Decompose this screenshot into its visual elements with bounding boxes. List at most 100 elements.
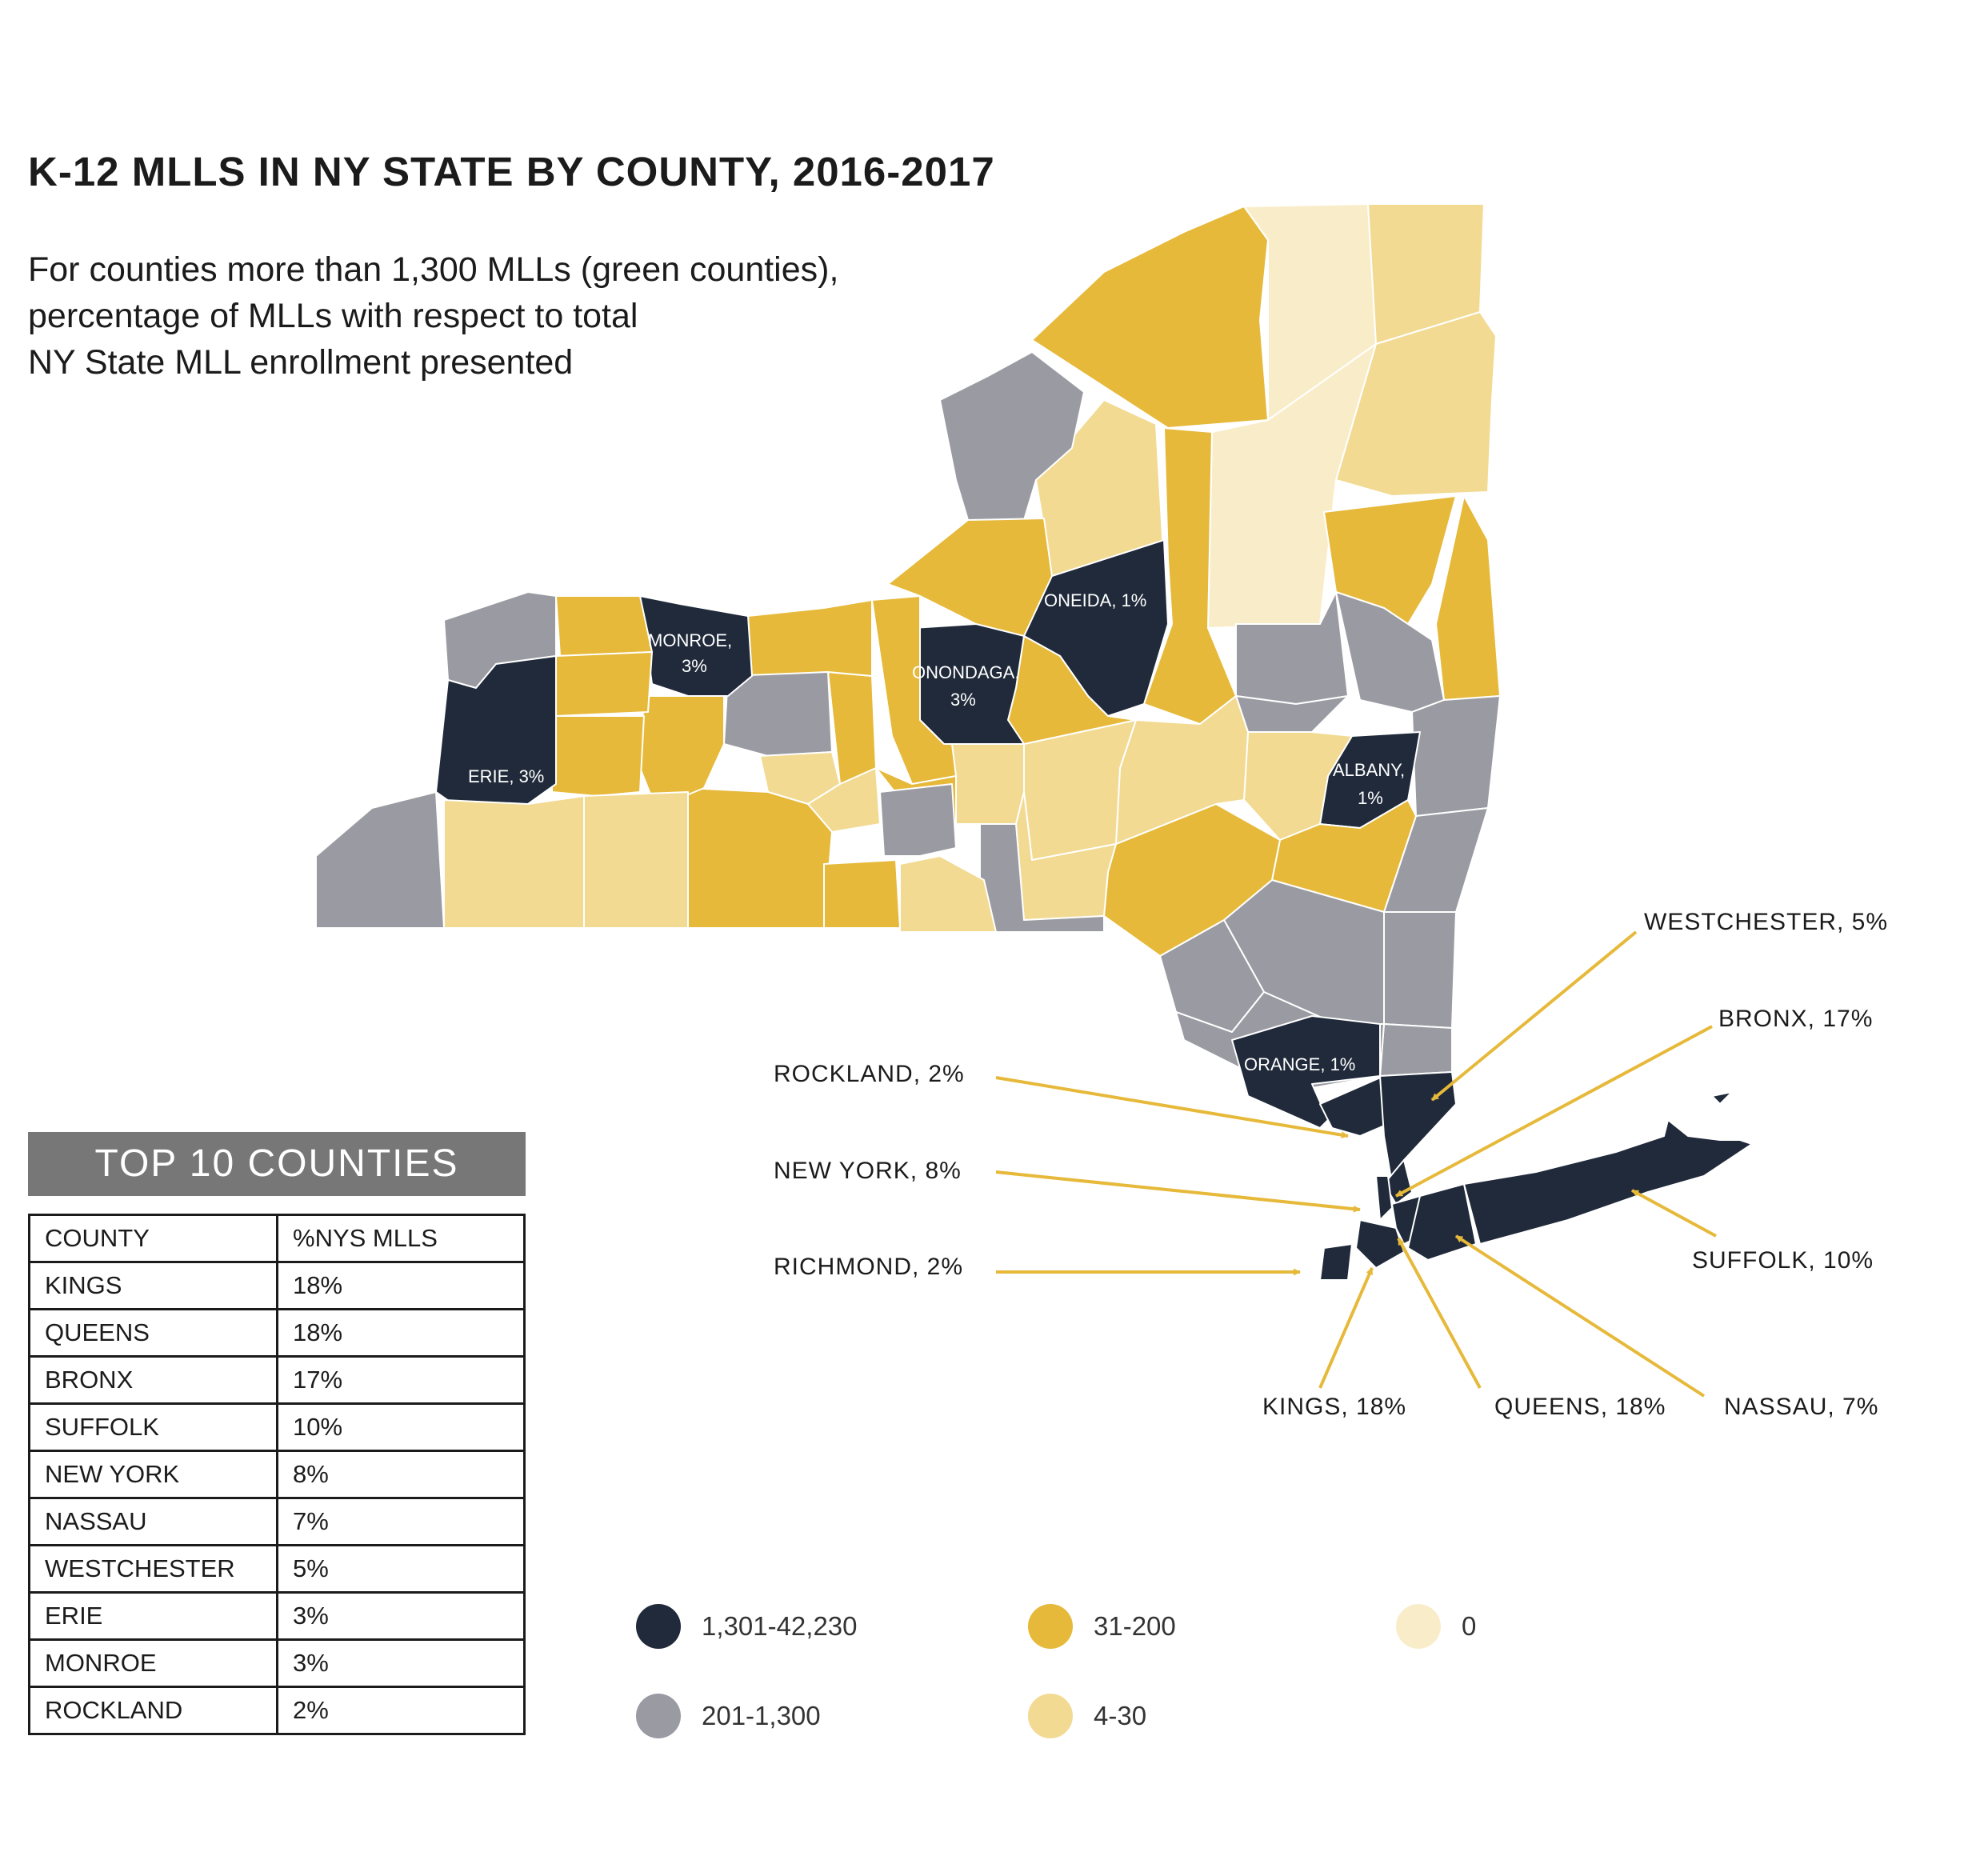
arrow-westchester bbox=[1430, 930, 1638, 1102]
callout-bronx: BRONX, 17% bbox=[1718, 1006, 1873, 1032]
county-saratoga bbox=[1335, 591, 1445, 713]
percent-cell: 3% bbox=[276, 1638, 526, 1688]
map-label-albany-line2: 1% bbox=[1358, 788, 1383, 808]
table-row: BRONX 17% bbox=[28, 1355, 526, 1405]
map-label-albany-line1: ALBANY, bbox=[1333, 760, 1405, 780]
legend-label: 1,301-42,230 bbox=[702, 1611, 858, 1641]
county-jefferson bbox=[939, 351, 1085, 521]
county-suffolk bbox=[1463, 1119, 1753, 1245]
table-row: MONROE 3% bbox=[28, 1638, 526, 1688]
county-cell: QUEENS bbox=[28, 1308, 278, 1358]
county-monroe bbox=[639, 595, 753, 697]
arrow-queens bbox=[1397, 1238, 1482, 1389]
percent-cell: 7% bbox=[276, 1497, 526, 1546]
arrow-rockland bbox=[995, 1076, 1349, 1139]
table-row: WESTCHESTER 5% bbox=[28, 1544, 526, 1594]
callout-queens: QUEENS, 18% bbox=[1494, 1394, 1666, 1420]
county-putnam bbox=[1379, 1023, 1453, 1077]
legend-label: 0 bbox=[1462, 1611, 1477, 1641]
county-cell: ERIE bbox=[28, 1591, 278, 1641]
county-suffolk-fork bbox=[1711, 1091, 1733, 1105]
county-wyoming bbox=[551, 715, 645, 797]
callout-kings: KINGS, 18% bbox=[1262, 1394, 1406, 1420]
county-rensselaer bbox=[1411, 695, 1501, 817]
arrow-suffolk bbox=[1631, 1189, 1717, 1238]
county-cell: ROCKLAND bbox=[28, 1686, 278, 1735]
table-row: ERIE 3% bbox=[28, 1591, 526, 1641]
county-cell: BRONX bbox=[28, 1355, 278, 1405]
callout-richmond: RICHMOND, 2% bbox=[774, 1254, 963, 1280]
legend-swatch-light-gold bbox=[1028, 1694, 1073, 1738]
percent-cell: 3% bbox=[276, 1591, 526, 1641]
county-dutchess bbox=[1383, 911, 1457, 1029]
legend-item-light-gold: 4-30 bbox=[1028, 1694, 1146, 1738]
map-label-oneida: ONEIDA, 1% bbox=[1044, 590, 1146, 610]
county-cell: MONROE bbox=[28, 1638, 278, 1688]
map-label-onondaga-line1: ONONDAGA, bbox=[912, 662, 1019, 682]
county-schoharie bbox=[1243, 731, 1353, 841]
top-counties-table: TOP 10 COUNTIES COUNTY %NYS MLLS KINGS 18… bbox=[28, 1132, 526, 1735]
county-tioga-south bbox=[899, 855, 997, 933]
percent-cell: 8% bbox=[276, 1450, 526, 1499]
table-row: KINGS 18% bbox=[28, 1261, 526, 1310]
table-row: ROCKLAND 2% bbox=[28, 1686, 526, 1735]
callout-westchester: WESTCHESTER, 5% bbox=[1644, 909, 1888, 935]
subtitle-line: percentage of MLLs with respect to total bbox=[28, 297, 638, 335]
top-counties-header: TOP 10 COUNTIES bbox=[28, 1132, 526, 1196]
county-new-york bbox=[1375, 1175, 1393, 1221]
map-label-monroe-line2: 3% bbox=[682, 656, 707, 676]
county-bronx bbox=[1383, 1159, 1413, 1205]
county-wayne bbox=[747, 599, 873, 677]
county-cattaraugus bbox=[443, 795, 585, 929]
callout-new-york: NEW YORK, 8% bbox=[774, 1158, 962, 1184]
arrow-nassau bbox=[1454, 1234, 1706, 1398]
map-label-erie: ERIE, 3% bbox=[468, 766, 544, 786]
legend-swatch-gold bbox=[1028, 1604, 1073, 1649]
percent-cell: 17% bbox=[276, 1355, 526, 1405]
county-cell: KINGS bbox=[28, 1261, 278, 1310]
legend-label: 4-30 bbox=[1094, 1701, 1147, 1730]
table-row: NASSAU 7% bbox=[28, 1497, 526, 1546]
legend-label: 201-1,300 bbox=[702, 1701, 821, 1730]
county-chautauqua bbox=[315, 791, 445, 929]
table-row: SUFFOLK 10% bbox=[28, 1402, 526, 1452]
legend-item-dark: 1,301-42,230 bbox=[636, 1604, 858, 1649]
subtitle-line: For counties more than 1,300 MLLs (green… bbox=[28, 250, 839, 289]
legend-swatch-cream bbox=[1396, 1604, 1441, 1649]
map-legend: 1,301-42,230 201-1,300 31-200 4-30 0 bbox=[636, 1604, 1556, 1764]
county-cell: SUFFOLK bbox=[28, 1402, 278, 1452]
county-rockland bbox=[1319, 1075, 1389, 1137]
legend-swatch-gray bbox=[636, 1694, 681, 1738]
county-cayuga bbox=[871, 595, 957, 785]
table-row: QUEENS 18% bbox=[28, 1308, 526, 1358]
map-label-orange: ORANGE, 1% bbox=[1244, 1054, 1355, 1074]
county-genesee bbox=[555, 651, 653, 717]
map-title: K-12 MLLS IN NY STATE BY COUNTY, 2016-20… bbox=[28, 149, 995, 194]
percent-cell: 18% bbox=[276, 1261, 526, 1310]
county-orange bbox=[1231, 1015, 1381, 1129]
map-label-onondaga-line2: 3% bbox=[950, 690, 976, 710]
arrow-bronx bbox=[1395, 1025, 1713, 1198]
subtitle-line: NY State MLL enrollment presented bbox=[28, 343, 574, 382]
county-allegany bbox=[583, 791, 689, 929]
arrow-new-york bbox=[995, 1170, 1361, 1213]
callout-rockland: ROCKLAND, 2% bbox=[774, 1061, 965, 1087]
map-subtitle: For counties more than 1,300 MLLs (green… bbox=[28, 246, 948, 386]
callout-suffolk: SUFFOLK, 10% bbox=[1692, 1247, 1874, 1274]
legend-item-cream: 0 bbox=[1396, 1604, 1476, 1649]
legend-swatch-dark bbox=[636, 1604, 681, 1649]
table-row: NEW YORK 8% bbox=[28, 1450, 526, 1499]
county-chemung bbox=[879, 783, 957, 857]
county-onondaga bbox=[911, 623, 1025, 745]
map-label-monroe-line1: MONROE, bbox=[648, 630, 732, 650]
top-counties-grid: COUNTY %NYS MLLS KINGS 18% QUEENS 18% BRON… bbox=[28, 1214, 526, 1735]
county-chemung-south bbox=[823, 859, 901, 929]
county-cell: NEW YORK bbox=[28, 1450, 278, 1499]
arrow-kings bbox=[1318, 1267, 1374, 1389]
legend-label: 31-200 bbox=[1094, 1611, 1176, 1641]
county-steuben bbox=[687, 787, 833, 929]
percent-cell: 18% bbox=[276, 1308, 526, 1358]
callout-nassau: NASSAU, 7% bbox=[1724, 1394, 1878, 1420]
county-nassau bbox=[1407, 1183, 1477, 1261]
